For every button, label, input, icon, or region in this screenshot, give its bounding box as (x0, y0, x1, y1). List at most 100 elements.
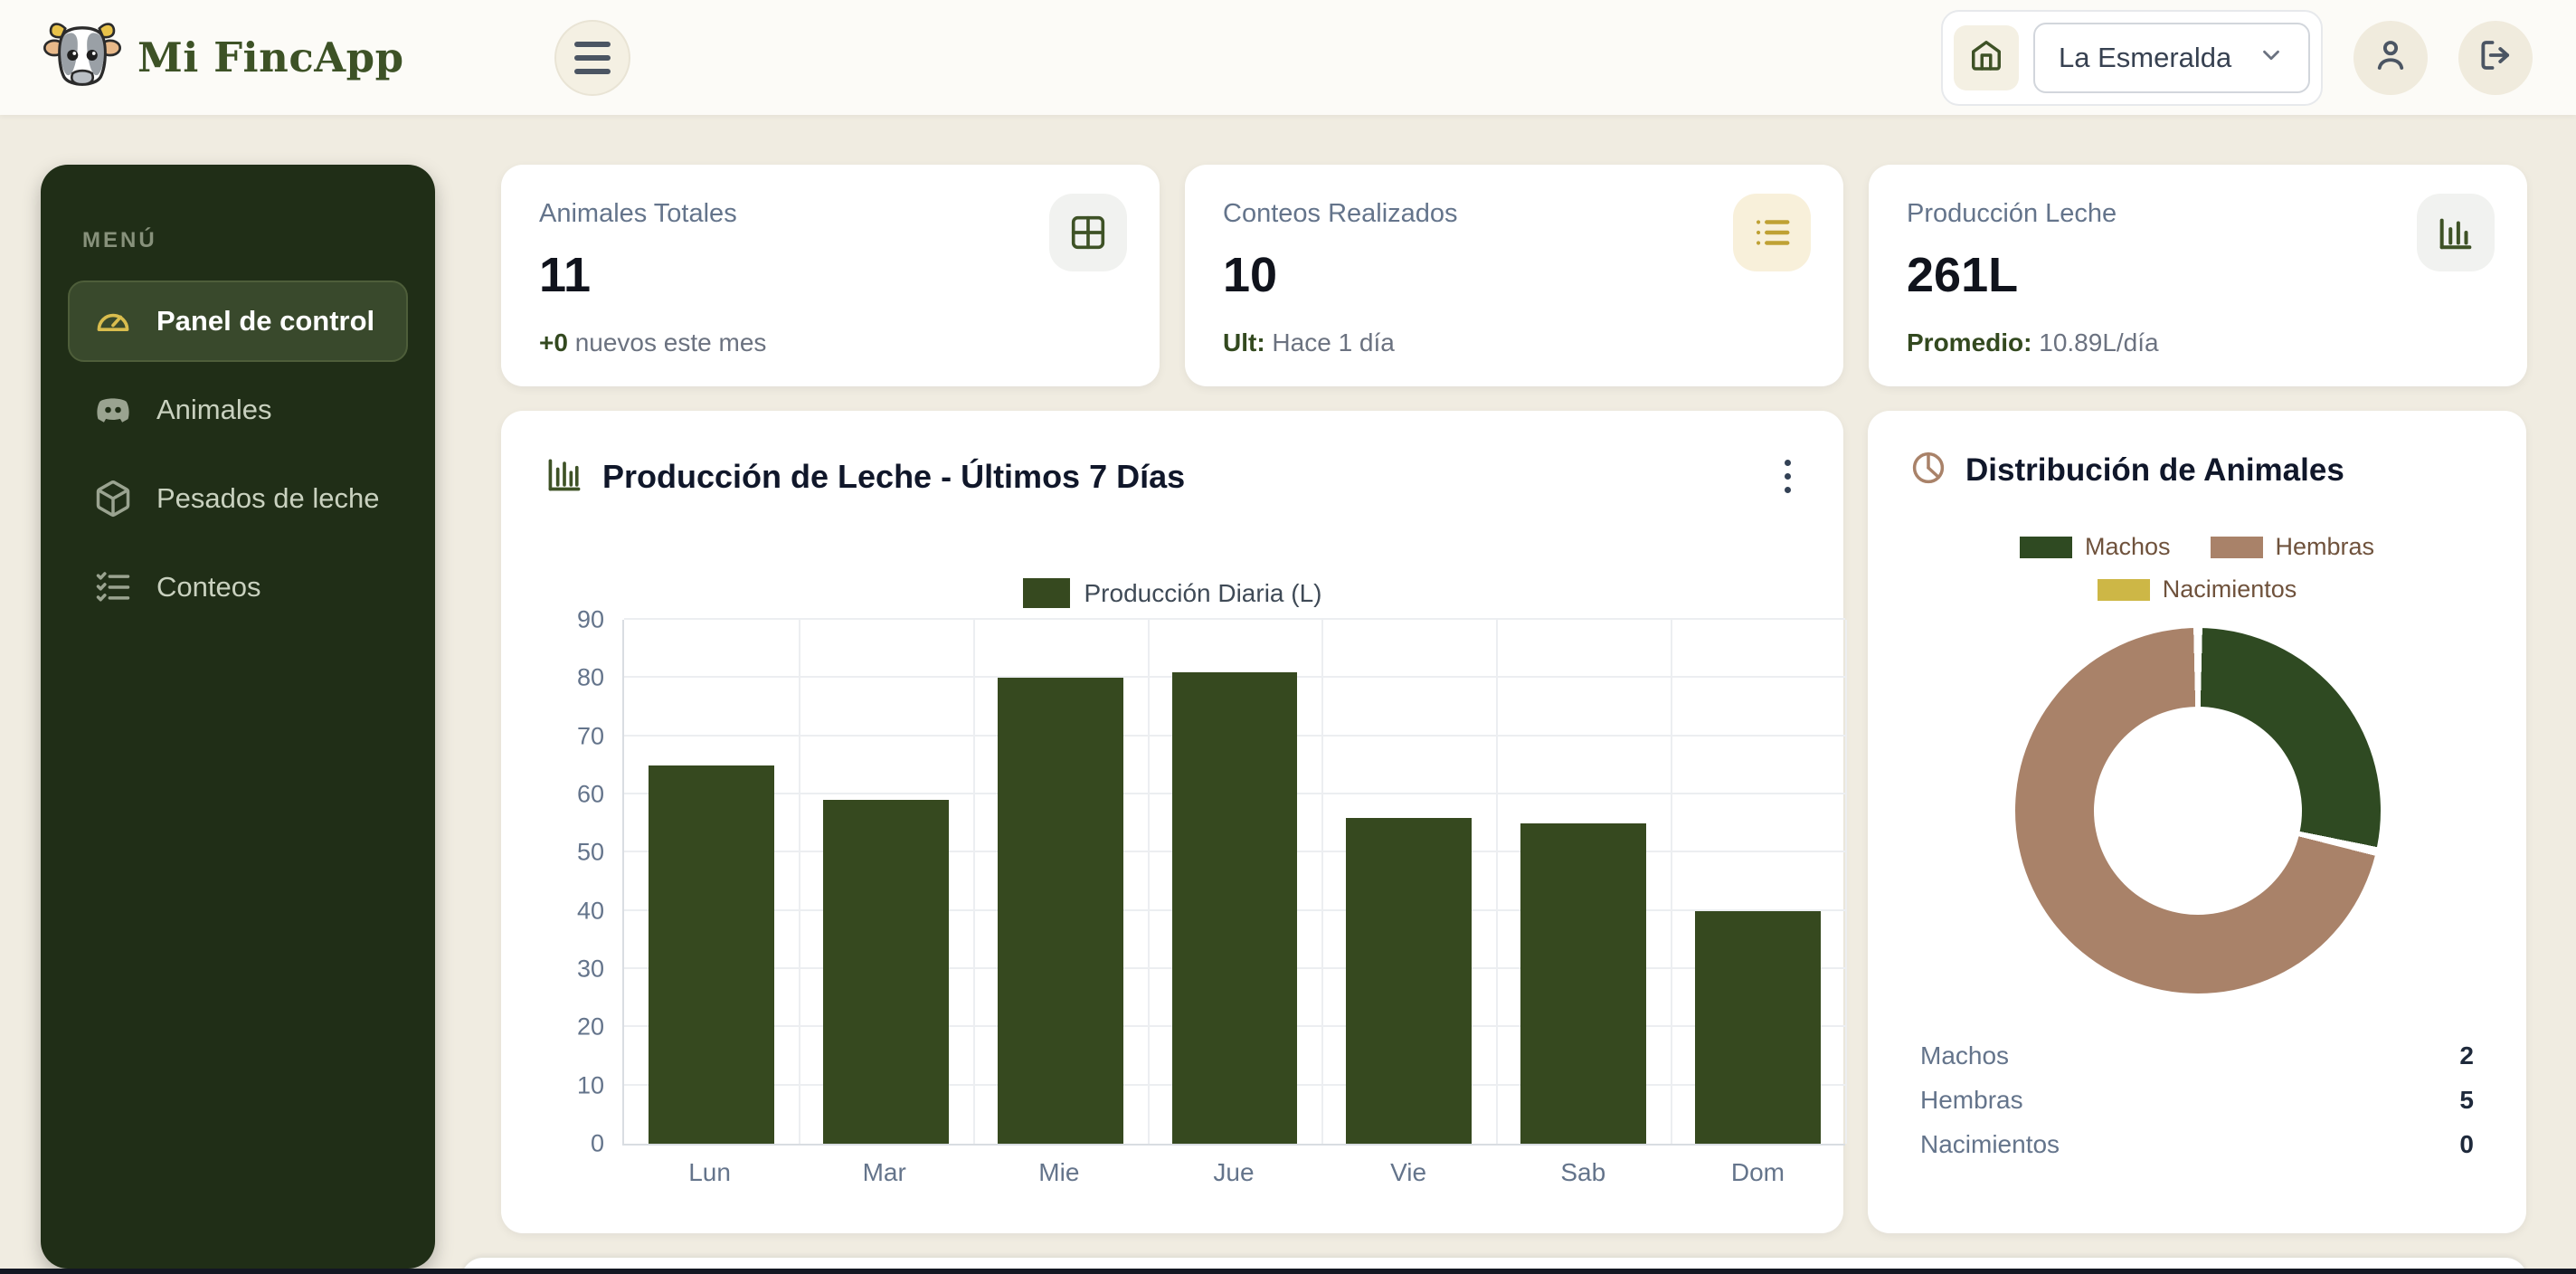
y-axis-tick: 90 (576, 605, 604, 633)
stat-card-conteos-realizados: Conteos Realizados 10 Ult: Hace 1 día (1185, 165, 1843, 386)
stat-sub-rest: Hace 1 día (1264, 328, 1395, 357)
y-axis-tick: 50 (576, 838, 604, 866)
y-axis-tick: 20 (576, 1013, 604, 1041)
bar-chart-icon (2417, 194, 2495, 271)
cow-logo-icon (43, 16, 121, 99)
chart-title: Producción de Leche - Últimos 7 Días (602, 457, 1186, 495)
home-button[interactable] (1954, 24, 2019, 90)
donut-legend: Machos Hembras Nacimientos (1909, 533, 2485, 604)
farm-select-value: La Esmeralda (2059, 41, 2232, 73)
distribution-list: Machos 2 Hembras 5 Nacimientos 0 (1909, 1033, 2485, 1166)
gridline-vertical (1496, 620, 1499, 1144)
stat-sub-rest: nuevos este mes (567, 328, 767, 357)
chevron-down-icon (2258, 42, 2285, 73)
x-axis-label: Sab (1560, 1158, 1606, 1186)
legend-swatch (2019, 536, 2072, 558)
distribution-value: 0 (2459, 1129, 2474, 1158)
stat-sub-rest: 10.89L/día (2031, 328, 2159, 357)
top-header: Mi FincApp La Esmeralda (0, 0, 2576, 115)
x-axis-label: Mie (1038, 1158, 1080, 1186)
gridline-vertical (1321, 620, 1324, 1144)
stat-title: Producción Leche (1907, 199, 2117, 228)
y-axis-tick: 60 (576, 780, 604, 808)
legend-swatch (2210, 536, 2263, 558)
distribution-value: 5 (2459, 1085, 2474, 1114)
distribution-value: 2 (2459, 1041, 2474, 1070)
y-axis-tick: 30 (576, 955, 604, 983)
gridline-vertical (972, 620, 975, 1144)
legend-swatch (2097, 578, 2150, 601)
stats-row: Animales Totales 11 +0 nuevos este mes C… (501, 165, 2527, 386)
farm-select-dropdown[interactable]: La Esmeralda (2033, 22, 2310, 93)
bar-lun (649, 765, 774, 1144)
bar-chart-plot-area: 0 10 20 30 40 50 60 70 80 90 (577, 606, 1847, 1157)
sidebar-item-label: Conteos (156, 571, 261, 603)
gridline-vertical (798, 620, 800, 1144)
gridline-vertical (1845, 620, 1847, 1144)
x-axis-label: Mar (862, 1158, 906, 1186)
chart-options-kebab-menu[interactable] (1776, 451, 1800, 502)
donut-title: Distribución de Animales (1965, 452, 2344, 488)
animals-icon (93, 390, 133, 430)
grid-icon (1049, 194, 1127, 271)
bar-mie (997, 678, 1123, 1144)
distribution-label: Nacimientos (1920, 1129, 2060, 1158)
legend-label: Machos (2084, 533, 2171, 560)
checklist-icon (93, 567, 133, 607)
stat-subtext: +0 nuevos este mes (539, 328, 1122, 357)
gauge-icon (93, 301, 133, 341)
hamburger-menu-button[interactable] (554, 19, 630, 96)
stat-card-animales-totales: Animales Totales 11 +0 nuevos este mes (501, 165, 1160, 386)
app-logo: Mi FincApp (43, 16, 404, 99)
chart-card-header: Producción de Leche - Últimos 7 Días (545, 451, 1800, 502)
milk-production-chart-card: Producción de Leche - Últimos 7 Días Pro… (501, 411, 1847, 1233)
stat-title: Conteos Realizados (1223, 199, 1458, 228)
bar-mar (822, 800, 949, 1144)
sidebar-item-label: Pesados de leche (156, 482, 380, 514)
stat-subtext: Ult: Hace 1 día (1223, 328, 1805, 357)
sidebar-item-pesados-de-leche[interactable]: Pesados de leche (68, 458, 408, 539)
user-profile-button[interactable] (2353, 20, 2428, 95)
x-axis-label: Jue (1213, 1158, 1255, 1186)
bar-chart-icon (545, 454, 584, 499)
stat-sub-prefix: Ult: (1223, 328, 1265, 357)
stat-sub-prefix: +0 (539, 328, 568, 357)
bar-chart-legend: Producción Diaria (L) (545, 578, 1800, 608)
x-axis-label: Vie (1390, 1158, 1427, 1186)
legend-entry-hembras[interactable]: Hembras (2210, 533, 2375, 561)
stat-subtext: Promedio: 10.89L/día (1907, 328, 2489, 357)
gridline-vertical (1671, 620, 1673, 1144)
legend-label: Hembras (2275, 533, 2375, 560)
sidebar-item-panel-de-control[interactable]: Panel de control (68, 280, 408, 362)
y-axis-tick: 10 (576, 1071, 604, 1099)
stat-card-produccion-leche: Producción Leche 261L Promedio: 10.89L/d… (1869, 165, 2527, 386)
legend-label: Producción Diaria (L) (1084, 578, 1322, 607)
distribution-label: Hembras (1920, 1085, 2023, 1114)
legend-swatch (1022, 578, 1070, 608)
logout-button[interactable] (2458, 20, 2533, 95)
sidebar-menu-label: MENÚ (82, 228, 157, 252)
sidebar-item-label: Animales (156, 394, 272, 425)
stat-title: Animales Totales (539, 199, 737, 228)
bar-vie (1346, 817, 1473, 1144)
stat-value: 11 (539, 248, 592, 302)
donut-chart (2015, 628, 2381, 994)
legend-entry-machos[interactable]: Machos (2019, 533, 2171, 561)
y-axis-tick: 40 (576, 897, 604, 925)
stat-value: 261L (1907, 248, 2019, 302)
legend-entry-nacimientos[interactable]: Nacimientos (2097, 575, 2297, 604)
sidebar-item-animales[interactable]: Animales (68, 369, 408, 451)
donut-card-header: Distribución de Animales (1909, 449, 2485, 491)
screen-bottom-edge (0, 1269, 2576, 1274)
x-axis-label: Dom (1730, 1158, 1785, 1186)
distribution-row-nacimientos: Nacimientos 0 (1909, 1122, 2485, 1166)
logout-icon (2477, 36, 2514, 79)
distribution-label: Machos (1920, 1041, 2010, 1070)
y-axis-tick: 80 (576, 663, 604, 691)
sidebar-item-conteos[interactable]: Conteos (68, 547, 408, 628)
app-title: Mi FincApp (137, 33, 404, 81)
home-icon (1969, 38, 2003, 77)
sidebar-item-label: Panel de control (156, 305, 375, 337)
donut-hole (2094, 707, 2302, 915)
